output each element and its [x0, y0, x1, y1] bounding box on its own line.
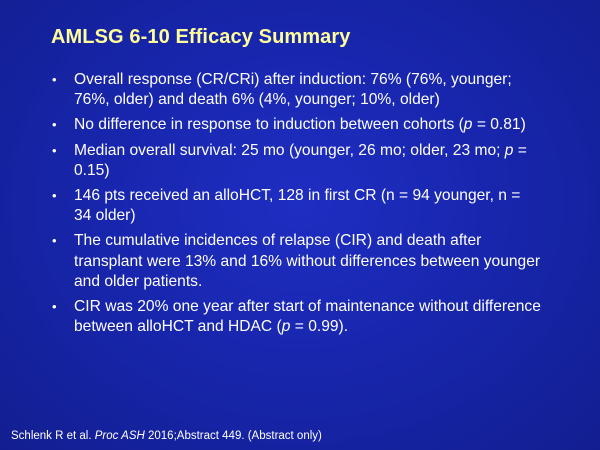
p-value-symbol: p — [463, 116, 473, 134]
bullet-dot-icon: • — [52, 233, 57, 249]
bullet-text: CIR was 20% one year after start of main… — [74, 297, 542, 337]
p-value-symbol: p — [504, 141, 514, 159]
bullet-text: 146 pts received an alloHCT, 128 in firs… — [74, 186, 542, 226]
bullet-item: • 146 pts received an alloHCT, 128 in fi… — [52, 186, 542, 226]
bullet-text: No difference in response to induction b… — [74, 115, 542, 135]
bullet-text: Median overall survival: 25 mo (younger,… — [74, 141, 542, 181]
bullet-item: • No difference in response to induction… — [52, 115, 542, 135]
bullet-text-segment: Median overall survival: 25 mo (younger,… — [74, 141, 505, 159]
bullet-item: • CIR was 20% one year after start of ma… — [52, 297, 542, 337]
bullet-text-segment: = 0.99). — [290, 318, 349, 336]
bullet-text-segment: The cumulative incidences of relapse (CI… — [74, 232, 541, 290]
bullet-item: • The cumulative incidences of relapse (… — [52, 231, 542, 292]
slide-title: AMLSG 6-10 Efficacy Summary — [51, 26, 351, 48]
bullet-list: • Overall response (CR/CRi) after induct… — [52, 70, 542, 342]
citation-details: 2016;Abstract 449. (Abstract only) — [144, 430, 322, 442]
bullet-text: The cumulative incidences of relapse (CI… — [74, 231, 542, 292]
bullet-item: • Median overall survival: 25 mo (younge… — [52, 141, 542, 181]
bullet-text-segment: 146 pts received an alloHCT, 128 in firs… — [74, 187, 521, 225]
bullet-dot-icon: • — [52, 299, 57, 315]
bullet-dot-icon: • — [52, 142, 57, 158]
citation-journal: Proc ASH — [94, 430, 145, 442]
bullet-text-segment: No difference in response to induction b… — [74, 116, 464, 134]
citation-authors: Schlenk R et al. — [11, 430, 95, 442]
bullet-dot-icon: • — [52, 117, 57, 133]
citation: Schlenk R et al. Proc ASH 2016;Abstract … — [11, 430, 322, 442]
bullet-text-segment: CIR was 20% one year after start of main… — [74, 298, 541, 336]
bullet-text-segment: Overall response (CR/CRi) after inductio… — [74, 71, 512, 109]
p-value-symbol: p — [281, 318, 291, 336]
bullet-text-segment: = 0.81) — [472, 116, 526, 134]
bullet-dot-icon: • — [52, 188, 57, 204]
bullet-item: • Overall response (CR/CRi) after induct… — [52, 70, 542, 110]
bullet-text: Overall response (CR/CRi) after inductio… — [74, 70, 542, 110]
bullet-dot-icon: • — [52, 72, 57, 87]
bullet-text-segment: = 0.15) — [74, 141, 527, 179]
